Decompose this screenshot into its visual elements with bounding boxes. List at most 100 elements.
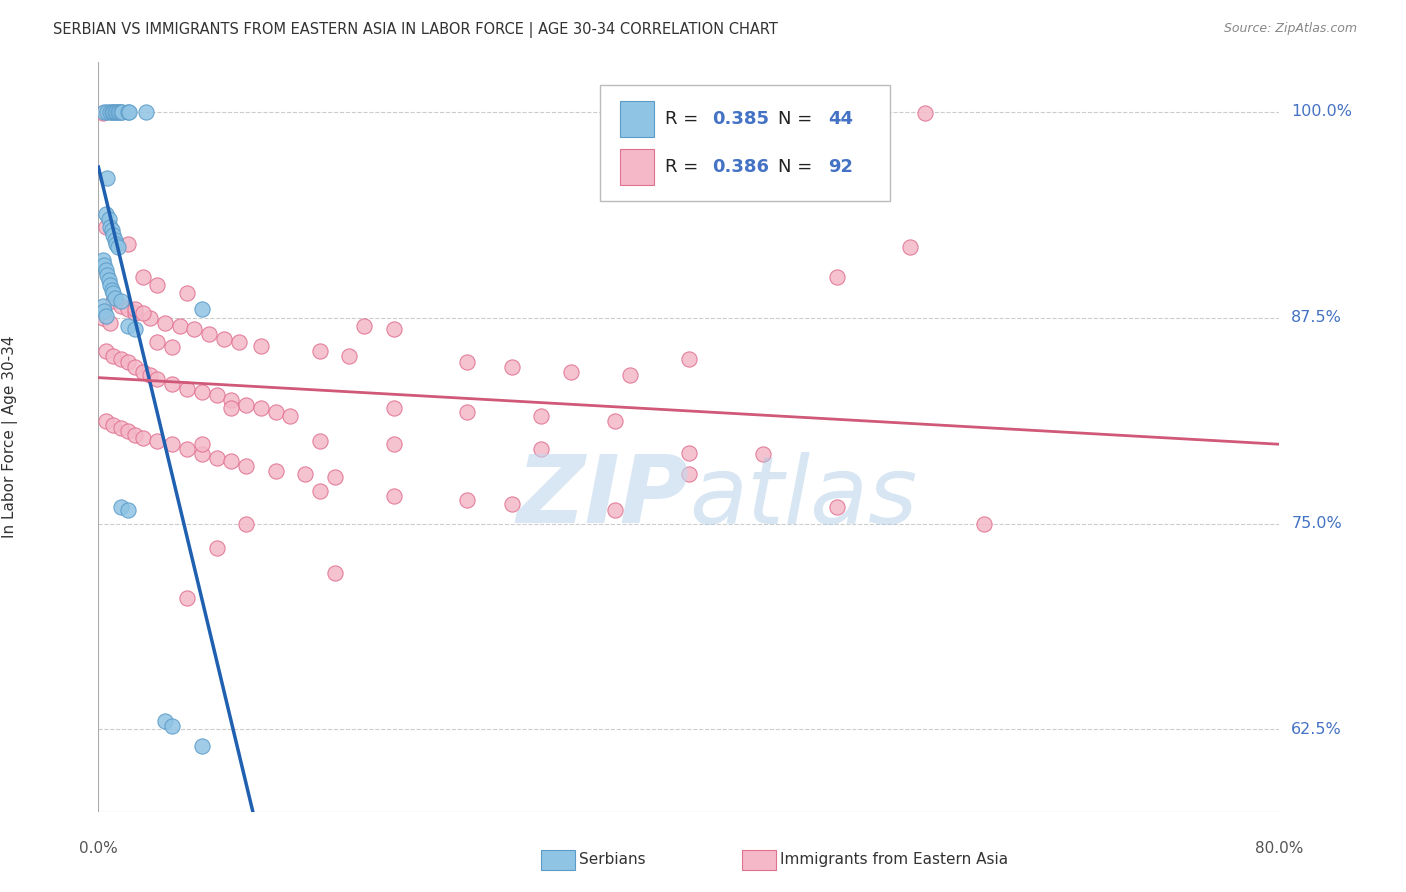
Point bbox=[96, 170, 118, 185]
Point bbox=[678, 446, 700, 460]
Point bbox=[98, 277, 121, 292]
Point bbox=[235, 398, 257, 412]
Point bbox=[250, 339, 273, 353]
Point bbox=[205, 388, 228, 402]
Text: R =: R = bbox=[665, 158, 704, 176]
Point bbox=[176, 591, 198, 605]
Point bbox=[605, 503, 627, 517]
Point bbox=[162, 340, 183, 354]
Point bbox=[93, 258, 115, 272]
Point bbox=[94, 263, 117, 277]
Point bbox=[221, 401, 243, 416]
Point bbox=[191, 447, 214, 461]
Point bbox=[501, 497, 523, 511]
Point bbox=[900, 240, 922, 254]
Point bbox=[221, 454, 243, 468]
Point bbox=[91, 253, 114, 268]
Text: 80.0%: 80.0% bbox=[1256, 841, 1303, 856]
Point bbox=[323, 470, 346, 484]
Point bbox=[117, 302, 139, 317]
Point bbox=[135, 104, 157, 119]
Text: 100.0%: 100.0% bbox=[1291, 104, 1353, 120]
Point bbox=[235, 458, 257, 473]
Point bbox=[132, 431, 155, 445]
Point bbox=[146, 277, 169, 292]
Text: Serbians: Serbians bbox=[579, 853, 645, 867]
Point bbox=[96, 268, 118, 282]
Point bbox=[146, 434, 169, 449]
Point bbox=[198, 327, 221, 342]
Point bbox=[105, 236, 128, 251]
Text: 0.385: 0.385 bbox=[713, 110, 769, 128]
Point bbox=[107, 240, 129, 254]
Point bbox=[250, 401, 273, 416]
Point bbox=[530, 409, 553, 424]
Point bbox=[94, 220, 117, 235]
Point bbox=[108, 104, 131, 119]
Text: N =: N = bbox=[778, 110, 817, 128]
Point bbox=[382, 322, 405, 336]
Point bbox=[235, 516, 257, 531]
Point bbox=[93, 104, 115, 119]
Point bbox=[91, 106, 114, 120]
Point bbox=[153, 316, 176, 330]
Point bbox=[103, 417, 125, 432]
Point bbox=[100, 223, 122, 237]
Point bbox=[100, 283, 122, 297]
Bar bbox=[620, 101, 654, 137]
Point bbox=[103, 294, 125, 309]
Point bbox=[153, 714, 176, 728]
Point bbox=[132, 306, 155, 320]
Point bbox=[110, 299, 132, 313]
Text: 62.5%: 62.5% bbox=[1291, 722, 1341, 737]
Point bbox=[560, 365, 582, 379]
Point bbox=[124, 427, 146, 442]
Point bbox=[117, 104, 139, 119]
Point bbox=[110, 294, 132, 309]
Point bbox=[117, 355, 139, 369]
Point bbox=[117, 318, 139, 333]
Point bbox=[91, 310, 114, 325]
Point bbox=[124, 302, 146, 317]
Point bbox=[191, 384, 214, 399]
Point bbox=[162, 376, 183, 391]
Point bbox=[93, 304, 115, 318]
Text: N =: N = bbox=[778, 158, 817, 176]
Point bbox=[111, 104, 134, 119]
Point bbox=[678, 467, 700, 482]
Point bbox=[205, 541, 228, 556]
Point bbox=[94, 207, 117, 221]
Point bbox=[98, 104, 121, 119]
Point bbox=[825, 500, 848, 514]
Point bbox=[973, 516, 995, 531]
Point bbox=[97, 273, 120, 287]
Point bbox=[124, 306, 146, 320]
Point bbox=[605, 414, 627, 428]
Text: 0.386: 0.386 bbox=[713, 158, 769, 176]
Point bbox=[530, 442, 553, 457]
Point bbox=[98, 220, 121, 235]
Point bbox=[110, 104, 132, 119]
Point bbox=[382, 401, 405, 416]
Text: R =: R = bbox=[665, 110, 704, 128]
Point bbox=[107, 104, 129, 119]
Text: 44: 44 bbox=[828, 110, 853, 128]
Point bbox=[132, 365, 155, 379]
Point bbox=[98, 316, 121, 330]
Bar bbox=[620, 149, 654, 185]
Point bbox=[110, 500, 132, 514]
Point bbox=[309, 483, 332, 498]
Point bbox=[752, 447, 775, 461]
Point bbox=[169, 318, 191, 333]
Text: Immigrants from Eastern Asia: Immigrants from Eastern Asia bbox=[780, 853, 1008, 867]
Point bbox=[339, 349, 361, 363]
Point bbox=[139, 368, 162, 383]
Point bbox=[353, 318, 375, 333]
Point bbox=[97, 211, 120, 226]
Point bbox=[294, 467, 316, 482]
Point bbox=[139, 310, 162, 325]
Point bbox=[212, 332, 235, 346]
Text: ZIP: ZIP bbox=[516, 451, 689, 543]
Point bbox=[176, 442, 198, 457]
Point bbox=[914, 106, 936, 120]
